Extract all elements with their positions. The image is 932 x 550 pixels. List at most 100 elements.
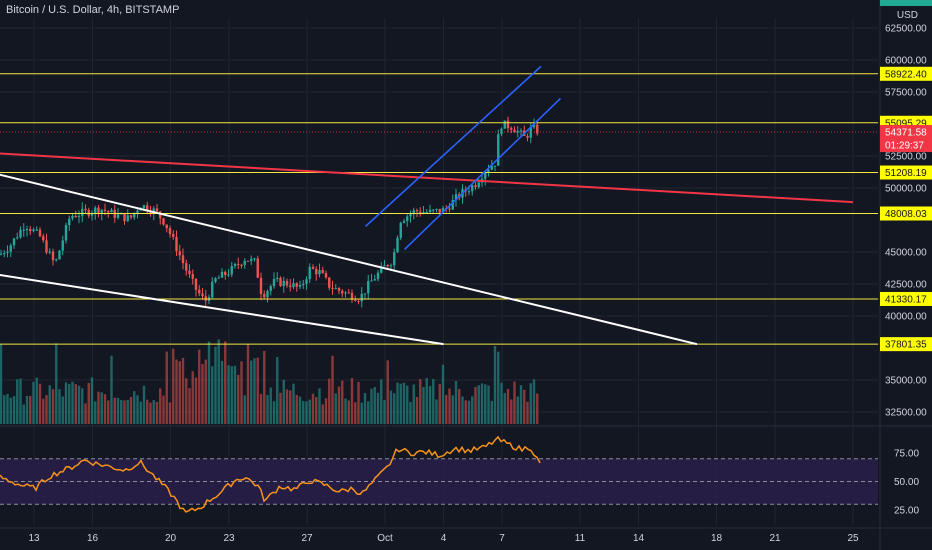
candle-body [321,270,324,274]
candle-body [490,165,493,170]
volume-bar [155,401,159,424]
candle-body [448,208,451,210]
rsi-tick-label: 25.00 [894,506,919,517]
volume-bar [402,382,406,424]
candle-body [74,215,77,218]
x-tick-label: 20 [165,533,177,544]
candle-body [230,266,233,275]
candle-body [22,229,25,231]
candle-body [146,205,149,212]
candle-body [240,264,243,266]
candle-body [38,229,42,237]
grid-lines [0,18,878,525]
volume-bar [354,402,357,424]
volume-bar [292,383,295,424]
volume-bar [159,388,162,424]
volume-bar [493,346,497,424]
x-tick-label: 14 [633,533,645,544]
candle-body [9,245,12,252]
candle-body [175,236,178,252]
volume-bar [217,339,220,424]
level-tag-label: 55095.29 [885,118,927,129]
horizontal-levels [0,73,878,345]
volume-bar [308,399,311,424]
candle-body [217,277,220,279]
volume-bar [29,395,32,424]
candle-body [350,292,354,300]
volume-bar [487,385,490,424]
volume-bar [373,386,376,424]
volume-bar [383,399,386,424]
volume-bar [220,360,224,424]
candle-body [311,266,315,269]
candle-body [64,225,68,241]
candle-body [159,211,162,219]
volume-bar [0,343,3,424]
volume-bar [253,358,256,424]
candle-body [292,283,295,288]
candle-body [123,213,126,222]
volume-bar [35,377,38,424]
candle-body [393,252,396,266]
volume-bar [175,359,178,424]
volume-bar [357,381,360,424]
volume-bar [113,397,116,424]
level-tag [880,291,932,306]
candle-body [149,211,152,214]
candle-body [6,251,9,254]
volume-bar [529,383,532,424]
volume-bar [480,383,484,424]
candle-body [367,280,370,294]
x-tick-label: 25 [847,533,859,544]
volume-bar [22,404,25,424]
volume-bar [438,383,441,424]
volume-bar [32,381,35,424]
volume-bar [451,395,454,424]
volume-bar [441,364,445,424]
candle-body [506,120,510,129]
volume-bar [246,343,250,424]
candle-body [341,290,344,294]
volume-bar [139,401,142,424]
candle-body [451,200,454,210]
candle-body [376,272,380,280]
volume-bar [503,393,506,424]
candle-body [331,287,334,289]
volume-bar [259,393,263,424]
candle-body [19,229,22,238]
volume-bar [380,379,383,424]
top-price-tag [880,0,932,6]
rsi-line [0,435,541,513]
rsi-tick-label: 75.00 [894,449,919,460]
volume-bar [269,387,272,424]
volume-bar [454,380,458,424]
candle-body [3,253,6,255]
candle-body [419,211,422,214]
volume-bar [324,398,328,424]
volume-bar [227,365,230,424]
x-tick-label: 23 [223,533,235,544]
candle-body [526,135,529,138]
volume-bar [477,385,480,424]
volume-bar [318,388,321,424]
candle-body [152,208,155,214]
volume-bar [90,377,94,424]
volume-bar [363,393,367,424]
candle-body [16,237,19,239]
volume-bar [110,355,113,424]
candle-body [389,265,393,267]
candle-body [285,280,289,286]
volume-bar [490,400,493,424]
candle-body [253,258,256,260]
volume-bar [162,395,165,424]
volume-bar [526,401,529,424]
candle-body [383,265,386,267]
volume-bar [233,365,237,424]
volume-bar [16,379,19,424]
volume-bar [321,404,324,424]
volume-bar [191,371,194,424]
candle-body [243,260,246,266]
candle-body [487,169,490,173]
volume-bar [87,383,90,424]
